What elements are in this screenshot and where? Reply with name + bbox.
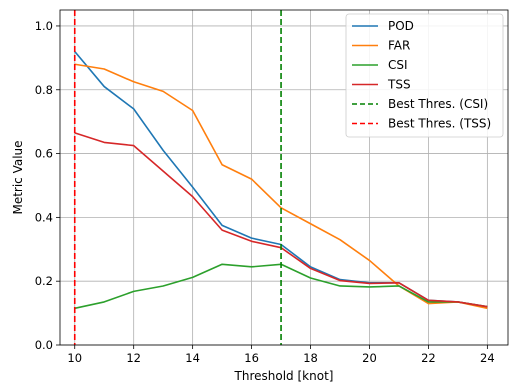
legend-label: TSS — [387, 78, 411, 92]
legend-label: FAR — [388, 39, 410, 53]
x-tick-label: 12 — [126, 351, 141, 365]
y-tick-label: 0.4 — [35, 210, 53, 224]
x-tick-label: 22 — [421, 351, 436, 365]
y-tick-label: 0.2 — [35, 274, 53, 288]
x-tick-label: 16 — [244, 351, 259, 365]
y-tick-label: 0.8 — [35, 83, 53, 97]
legend-label: CSI — [388, 58, 408, 72]
x-tick-label: 24 — [480, 351, 495, 365]
y-tick-label: 1.0 — [35, 19, 53, 33]
x-tick-label: 14 — [185, 351, 200, 365]
x-tick-label: 20 — [362, 351, 377, 365]
x-tick-label: 10 — [67, 351, 82, 365]
reference-lines — [73, 10, 282, 345]
legend-box — [345, 13, 504, 138]
legend-label: Best Thres. (CSI) — [388, 97, 488, 111]
series-line-far — [74, 63, 488, 310]
plot-frame — [59, 9, 509, 346]
y-tick-label: 0.0 — [35, 338, 53, 352]
legend-label: Best Thres. (TSS) — [388, 117, 491, 131]
x-axis-label: Threshold [knot] — [234, 369, 334, 383]
y-tick-label: 0.6 — [35, 147, 53, 161]
y-axis-label: Metric Value — [11, 140, 25, 214]
legend: POD FAR CSI TSS Best Thres. (CSI) Best Thres.… — [345, 13, 504, 138]
legend-label: POD — [388, 19, 414, 33]
x-tick-label: 18 — [303, 351, 318, 365]
ticks: 10 12 14 16 18 20 22 24 0.0 0.2 0.4 0.6 0.8 1.0 — [35, 19, 495, 365]
